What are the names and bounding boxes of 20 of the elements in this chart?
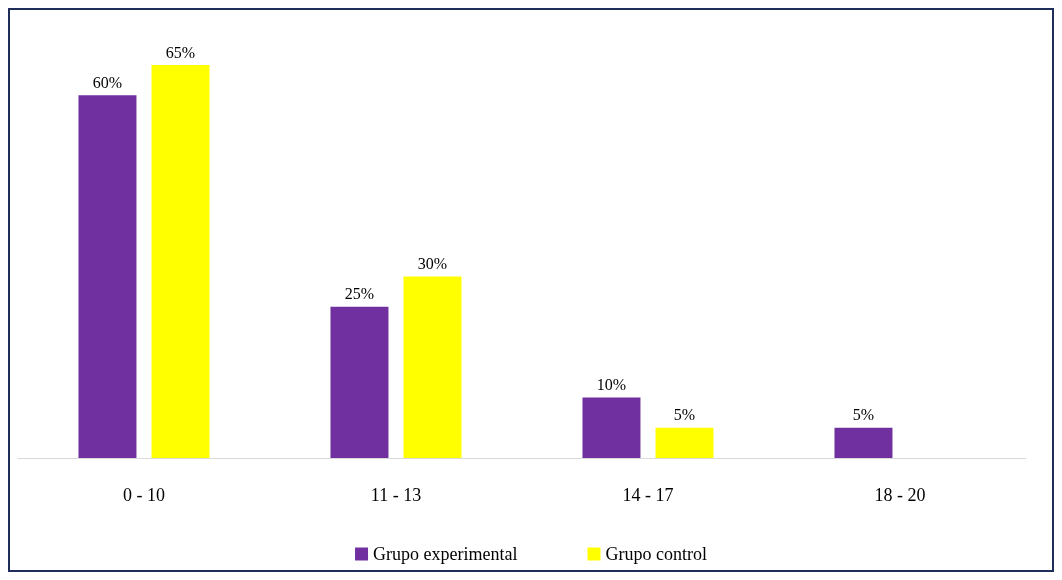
bar bbox=[403, 276, 462, 458]
bar bbox=[834, 427, 893, 458]
x-tick-label: 14 - 17 bbox=[622, 485, 674, 505]
data-label: 5% bbox=[673, 406, 696, 424]
x-tick-label: 11 - 13 bbox=[370, 485, 422, 505]
bar bbox=[330, 306, 389, 458]
bar bbox=[151, 65, 210, 458]
data-label: 25% bbox=[344, 285, 375, 303]
x-tick-label: 0 - 10 bbox=[123, 485, 165, 505]
legend-label: Grupo experimental bbox=[373, 544, 518, 564]
bar bbox=[582, 397, 641, 458]
data-label: 65% bbox=[165, 43, 196, 61]
data-label: 60% bbox=[92, 73, 123, 91]
bar bbox=[655, 427, 714, 458]
legend-label: Grupo control bbox=[605, 544, 707, 564]
data-label: 30% bbox=[417, 255, 448, 273]
data-label: 5% bbox=[852, 406, 875, 424]
bar bbox=[78, 95, 137, 458]
data-label: 10% bbox=[596, 376, 627, 394]
x-tick-label: 18 - 20 bbox=[874, 485, 926, 505]
